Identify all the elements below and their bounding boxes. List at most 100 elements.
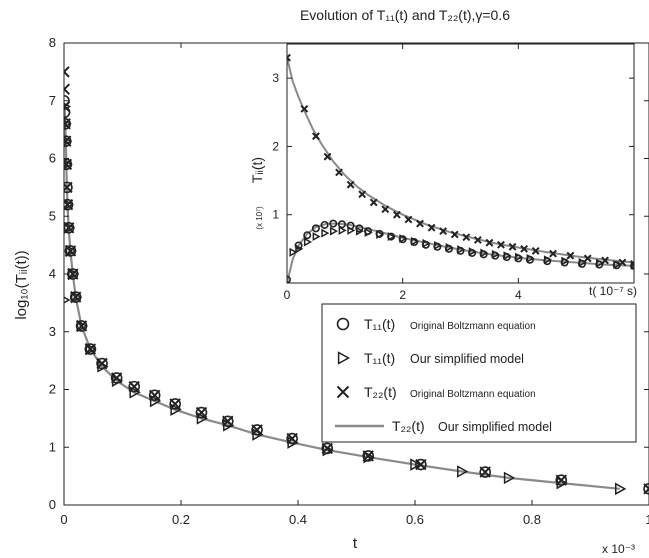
data-point-1-3: [64, 136, 73, 146]
x-tick-label: 1: [645, 512, 649, 527]
legend-marker-triangle-right: [337, 351, 351, 365]
data-point-1-17: [457, 245, 466, 255]
inset-plot: 0 2 4 1 2 3 Tᵢᵢ(t) (x 10⁷) t( 10⁻⁷ s): [249, 43, 637, 302]
data-point-1-0: [289, 247, 298, 257]
y-tick-label: 1: [49, 439, 56, 454]
data-point-2-24: [362, 450, 374, 462]
y-tick-label: 4: [49, 266, 56, 281]
legend-label: Our simplified model: [438, 420, 552, 434]
y-tick-label: 0: [49, 497, 56, 512]
data-point-2-2: [312, 132, 320, 141]
data-point-1-25: [561, 256, 570, 266]
data-point-1-28: [613, 260, 622, 270]
data-point-2-19: [508, 242, 517, 251]
x-tick-label: 2: [399, 288, 406, 302]
y-tick-label: 7: [49, 93, 56, 108]
inset-x-axis-label: t( 10⁻⁷ s): [589, 284, 637, 298]
data-point-2-4: [64, 135, 72, 147]
data-point-2-13: [84, 343, 97, 355]
data-point-2-8: [64, 222, 75, 234]
data-point-1-15: [434, 240, 443, 250]
data-point-2-18: [169, 398, 181, 410]
data-point-2-18: [497, 240, 505, 249]
data-point-2-19: [195, 406, 208, 419]
data-point-2-17: [485, 238, 494, 247]
y-tick-label: 8: [49, 35, 56, 50]
data-point-1-16: [170, 403, 182, 416]
y-tick-label: 5: [49, 208, 56, 223]
legend-label: Our simplified model: [410, 352, 524, 366]
data-point-1-7: [347, 225, 356, 235]
inset-y-multiplier: (x 10⁷): [255, 206, 264, 230]
data-point-1-4: [321, 228, 330, 238]
data-point-1-4: [64, 159, 73, 170]
data-point-2-20: [520, 244, 529, 253]
data-point-2-13: [439, 227, 448, 236]
data-point-0-18: [195, 406, 208, 419]
data-point-2-10: [404, 215, 413, 224]
data-point-1-14: [129, 386, 141, 399]
data-point-2-6: [358, 190, 367, 199]
data-point-0-15: [128, 380, 140, 393]
data-point-2-11: [69, 291, 82, 303]
data-point-0-21: [286, 432, 298, 445]
legend-symbol: T₁₁(t): [364, 350, 395, 366]
data-point-1-15: [149, 394, 162, 408]
data-point-1-5: [329, 226, 339, 236]
data-point-1-10: [376, 230, 385, 239]
data-point-1-7: [65, 244, 77, 258]
data-point-0-5: [64, 181, 73, 194]
data-point-1-3: [312, 232, 321, 242]
series-line-3: [64, 103, 620, 490]
data-point-2-1: [300, 104, 309, 113]
data-point-2-14: [450, 230, 459, 239]
data-point-1-20: [491, 249, 500, 259]
main-plot: 0 0.2 0.4 0.6 0.8 1 0 1 2 3 4 5 6 7 8: [49, 35, 649, 527]
plot-background: [287, 44, 634, 283]
data-point-1-27: [615, 482, 627, 496]
data-point-0-19: [222, 415, 234, 428]
data-point-2-21: [531, 246, 540, 255]
data-point-2-23: [566, 251, 575, 260]
data-point-1-27: [595, 258, 605, 268]
x-tick-label: 0.4: [289, 512, 307, 527]
data-point-1-24: [543, 255, 552, 265]
data-point-2-12: [75, 320, 88, 332]
data-point-2-10: [67, 268, 79, 280]
x-axis-label: t: [353, 535, 358, 552]
data-point-2-3: [323, 152, 332, 161]
data-point-1-22: [515, 252, 524, 262]
data-point-1-9: [70, 290, 83, 304]
y-tick-label: 1: [272, 208, 279, 222]
legend-marker-x: [336, 385, 350, 399]
legend-marker-circle: [336, 317, 350, 331]
data-point-2-11: [416, 219, 424, 228]
y-tick-label: 3: [272, 71, 279, 85]
data-point-1-2: [303, 237, 312, 247]
data-point-1-23: [410, 458, 422, 471]
data-point-2-22: [549, 249, 557, 258]
data-point-1-14: [422, 238, 431, 248]
data-point-1-5: [64, 199, 75, 211]
data-point-2-22: [286, 432, 298, 445]
data-point-2-28: [643, 483, 649, 495]
data-point-2-5: [64, 158, 73, 170]
legend-symbol: T₂₂(t): [364, 384, 397, 400]
data-point-0-24: [415, 458, 427, 471]
data-point-2-8: [381, 205, 390, 214]
data-point-2-3: [64, 118, 71, 130]
legend-symbol: T₁₁(t): [364, 316, 395, 332]
data-point-2-12: [427, 223, 436, 232]
x-tick-label: 0: [284, 288, 291, 302]
legend-box: [321, 303, 637, 443]
data-point-1-11: [387, 232, 396, 242]
data-point-2-9: [64, 245, 77, 257]
data-point-2-23: [321, 442, 333, 455]
y-tick-label: 2: [49, 382, 56, 397]
y-tick-label: 3: [49, 324, 56, 339]
data-point-1-1: [295, 244, 304, 254]
plot-marks: [64, 66, 649, 496]
data-point-1-1: [64, 102, 72, 111]
data-point-2-17: [148, 389, 161, 401]
